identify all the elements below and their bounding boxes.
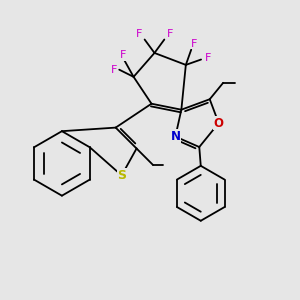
Text: O: O (214, 117, 224, 130)
Text: F: F (120, 50, 126, 60)
Text: F: F (111, 65, 117, 75)
Text: S: S (117, 169, 126, 182)
Text: F: F (136, 29, 142, 39)
Text: F: F (190, 39, 197, 49)
Text: N: N (170, 130, 180, 143)
Text: F: F (167, 29, 173, 39)
Text: F: F (204, 53, 211, 63)
